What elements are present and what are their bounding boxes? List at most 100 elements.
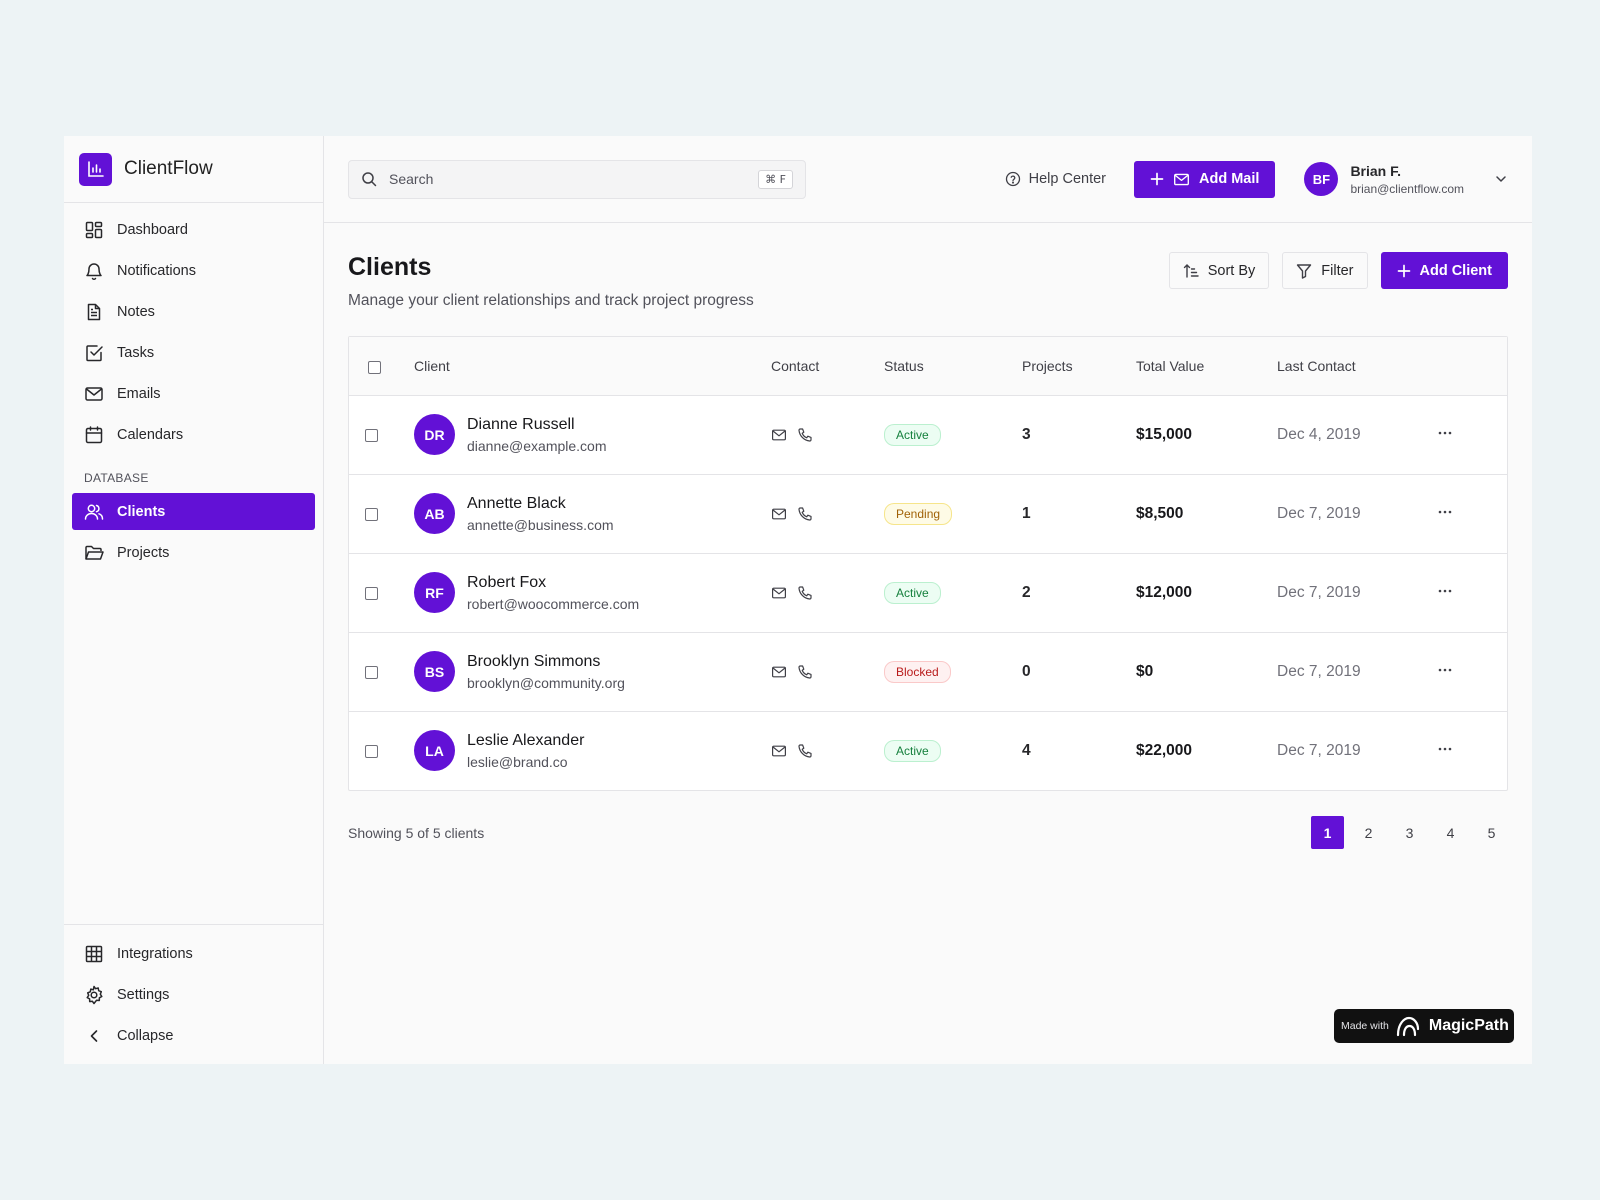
mail-icon[interactable] <box>771 664 787 680</box>
page-button-1[interactable]: 1 <box>1311 816 1344 849</box>
row-checkbox[interactable] <box>365 428 378 442</box>
client-name: Robert Fox <box>467 573 547 591</box>
page-actions: Sort By Filter Add Client <box>1168 252 1508 289</box>
mail-icon[interactable] <box>771 506 787 522</box>
more-options-icon[interactable] <box>1437 741 1453 757</box>
column-header[interactable]: Last Contact <box>1277 337 1437 396</box>
avatar: AB <box>414 493 455 534</box>
sidebar-item-collapse[interactable]: Collapse <box>72 1017 315 1054</box>
mail-icon[interactable] <box>771 585 787 601</box>
column-header[interactable]: Contact <box>771 337 884 396</box>
brand[interactable]: ClientFlow <box>64 136 323 203</box>
more-options-icon[interactable] <box>1437 662 1453 678</box>
made-with-badge[interactable]: Made with MagicPath <box>1334 1009 1514 1043</box>
phone-icon[interactable] <box>797 427 813 443</box>
last-contact: Dec 7, 2019 <box>1277 473 1437 553</box>
search-input[interactable] <box>389 171 747 187</box>
column-header[interactable]: Client <box>414 337 771 396</box>
filter-button[interactable]: Filter <box>1282 252 1368 289</box>
contact-actions <box>771 506 884 522</box>
table-footer: Showing 5 of 5 clients 1 2 3 4 5 <box>348 816 1508 849</box>
user-menu[interactable]: BF Brian F. brian@clientflow.com <box>1304 162 1508 196</box>
page-button-2[interactable]: 2 <box>1364 824 1373 841</box>
row-checkbox[interactable] <box>365 507 378 521</box>
sidebar: ClientFlow Dashboard Notifications Notes… <box>64 136 324 1064</box>
projects-count: 2 <box>1022 552 1136 632</box>
content: Clients Manage your client relationships… <box>324 223 1532 1064</box>
pagination: 1 2 3 4 5 <box>1311 816 1508 849</box>
column-header[interactable]: Status <box>884 337 1022 396</box>
client-name: Dianne Russell <box>467 415 575 433</box>
row-checkbox[interactable] <box>365 744 378 758</box>
more-options-icon[interactable] <box>1437 583 1453 599</box>
avatar: RF <box>414 572 455 613</box>
phone-icon[interactable] <box>797 506 813 522</box>
phone-icon[interactable] <box>797 743 813 759</box>
page-button-3[interactable]: 3 <box>1405 824 1414 841</box>
sort-by-button[interactable]: Sort By <box>1168 252 1270 289</box>
sidebar-item-dashboard[interactable]: Dashboard <box>72 211 315 248</box>
page-button-5[interactable]: 5 <box>1487 824 1496 841</box>
sidebar-item-calendars[interactable]: Calendars <box>72 416 315 453</box>
client-email: robert@woocommerce.com <box>467 595 640 612</box>
search-box[interactable]: ⌘ F <box>348 159 806 199</box>
mail-icon[interactable] <box>771 427 787 443</box>
table-row[interactable]: RF Robert Fox robert@woocommerce.com Activ… <box>349 552 1507 632</box>
contact-actions <box>771 427 884 443</box>
help-center-link[interactable]: Help Center <box>1005 171 1106 187</box>
status-badge: Active <box>884 423 941 446</box>
phone-icon[interactable] <box>797 664 813 680</box>
table-row[interactable]: LA Leslie Alexander leslie@brand.co Active… <box>349 710 1507 790</box>
user-name: Brian F. <box>1350 162 1402 179</box>
select-all-checkbox[interactable] <box>368 360 381 374</box>
status-badge: Active <box>884 739 941 762</box>
shortcut-hint: ⌘ F <box>758 169 793 189</box>
sidebar-item-label: Notifications <box>117 262 196 279</box>
help-center-label: Help Center <box>1028 171 1107 187</box>
sort-icon <box>1183 263 1199 278</box>
sidebar-item-notifications[interactable]: Notifications <box>72 252 315 289</box>
gear-icon <box>86 985 103 1004</box>
mail-icon[interactable] <box>771 743 787 759</box>
sidebar-item-clients[interactable]: Clients <box>72 493 315 530</box>
client-name: Annette Black <box>467 494 566 512</box>
sidebar-item-label: Integrations <box>117 945 193 962</box>
client-email: leslie@brand.co <box>467 753 568 770</box>
sidebar-item-label: Dashboard <box>117 221 188 238</box>
total-value: $22,000 <box>1136 710 1277 790</box>
magicpath-brand: MagicPath <box>1428 1017 1509 1034</box>
page-button-4[interactable]: 4 <box>1446 824 1455 841</box>
add-mail-label: Add Mail <box>1199 171 1260 187</box>
add-mail-button[interactable]: Add Mail <box>1134 160 1276 198</box>
client-email: dianne@example.com <box>467 437 607 454</box>
column-header[interactable]: Total Value <box>1136 337 1277 396</box>
filter-icon <box>1297 263 1312 279</box>
sidebar-item-tasks[interactable]: Tasks <box>72 334 315 371</box>
calendar-icon <box>85 425 103 443</box>
contact-actions <box>771 585 884 601</box>
table-header-row: Client Contact Status Projects Total Val… <box>349 337 1507 396</box>
sidebar-item-label: Calendars <box>117 426 184 443</box>
contact-actions <box>771 743 884 759</box>
page-subtitle: Manage your client relationships and tra… <box>348 292 754 309</box>
more-options-icon[interactable] <box>1437 504 1453 520</box>
row-checkbox[interactable] <box>365 586 378 600</box>
filter-label: Filter <box>1321 262 1354 279</box>
sidebar-item-notes[interactable]: Notes <box>72 293 315 330</box>
total-value: $8,500 <box>1136 473 1277 553</box>
sidebar-item-emails[interactable]: Emails <box>72 375 315 412</box>
phone-icon[interactable] <box>797 585 813 601</box>
table-row[interactable]: BS Brooklyn Simmons brooklyn@community.org… <box>349 631 1507 711</box>
logo-chart-icon <box>79 152 112 186</box>
sidebar-item-integrations[interactable]: Integrations <box>72 935 315 972</box>
table-row[interactable]: AB Annette Black annette@business.com Pend… <box>349 473 1507 553</box>
more-options-icon[interactable] <box>1437 425 1453 441</box>
row-checkbox[interactable] <box>365 665 378 679</box>
sidebar-item-projects[interactable]: Projects <box>72 534 315 571</box>
add-client-button[interactable]: Add Client <box>1380 252 1508 289</box>
app-window: ClientFlow Dashboard Notifications Notes… <box>64 136 1532 1064</box>
last-contact: Dec 4, 2019 <box>1277 425 1361 443</box>
column-header[interactable]: Projects <box>1022 337 1136 396</box>
table-row[interactable]: DR Dianne Russell dianne@example.com Activ… <box>349 395 1507 474</box>
sidebar-item-settings[interactable]: Settings <box>72 976 315 1013</box>
